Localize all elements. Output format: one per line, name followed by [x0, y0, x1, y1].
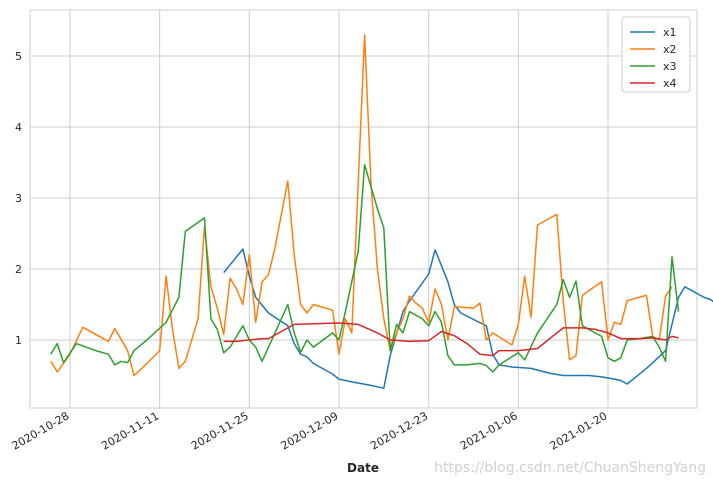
- series-line-x4: [223, 322, 679, 357]
- x-tick-label: 2021-01-06: [458, 409, 520, 452]
- legend-box: [621, 16, 691, 93]
- legend-label-x2: x2: [663, 43, 677, 56]
- x-tick-label: 2020-11-11: [99, 409, 161, 452]
- watermark-text: https://blog.csdn.net/ChuanShengYang: [434, 460, 706, 476]
- x-axis-label: Date: [347, 461, 379, 475]
- y-tick-label: 5: [15, 50, 22, 63]
- x-tick-label: 2021-01-20: [548, 409, 610, 452]
- x-tick-label: 2020-12-09: [279, 409, 341, 452]
- x-tick-label: 2020-11-25: [189, 409, 251, 452]
- legend-label-x1: x1: [663, 26, 677, 39]
- legend-label-x4: x4: [663, 77, 677, 90]
- y-tick-label: 4: [15, 121, 22, 134]
- legend-entries: x1 x2 x3 x4: [630, 26, 677, 90]
- series-line-x3: [50, 163, 680, 373]
- legend: x1 x2 x3 x4: [621, 16, 691, 93]
- x-tick-labels: 2020-10-28 2020-11-11 2020-11-25 2020-12-09…: [10, 409, 610, 452]
- y-tick-label: 2: [15, 263, 22, 276]
- x-tick-label: 2020-12-23: [368, 409, 430, 452]
- series-line-x2: [50, 33, 673, 377]
- series-line-x1: [223, 248, 713, 390]
- series-group: [50, 33, 713, 390]
- x-tick-label: 2020-10-28: [10, 409, 72, 452]
- y-tick-label: 3: [15, 192, 22, 205]
- y-tick-label: 1: [15, 334, 22, 347]
- y-tick-labels: 1 2 3 4 5: [15, 50, 22, 347]
- legend-label-x3: x3: [663, 60, 677, 73]
- plot-frame: [29, 9, 698, 409]
